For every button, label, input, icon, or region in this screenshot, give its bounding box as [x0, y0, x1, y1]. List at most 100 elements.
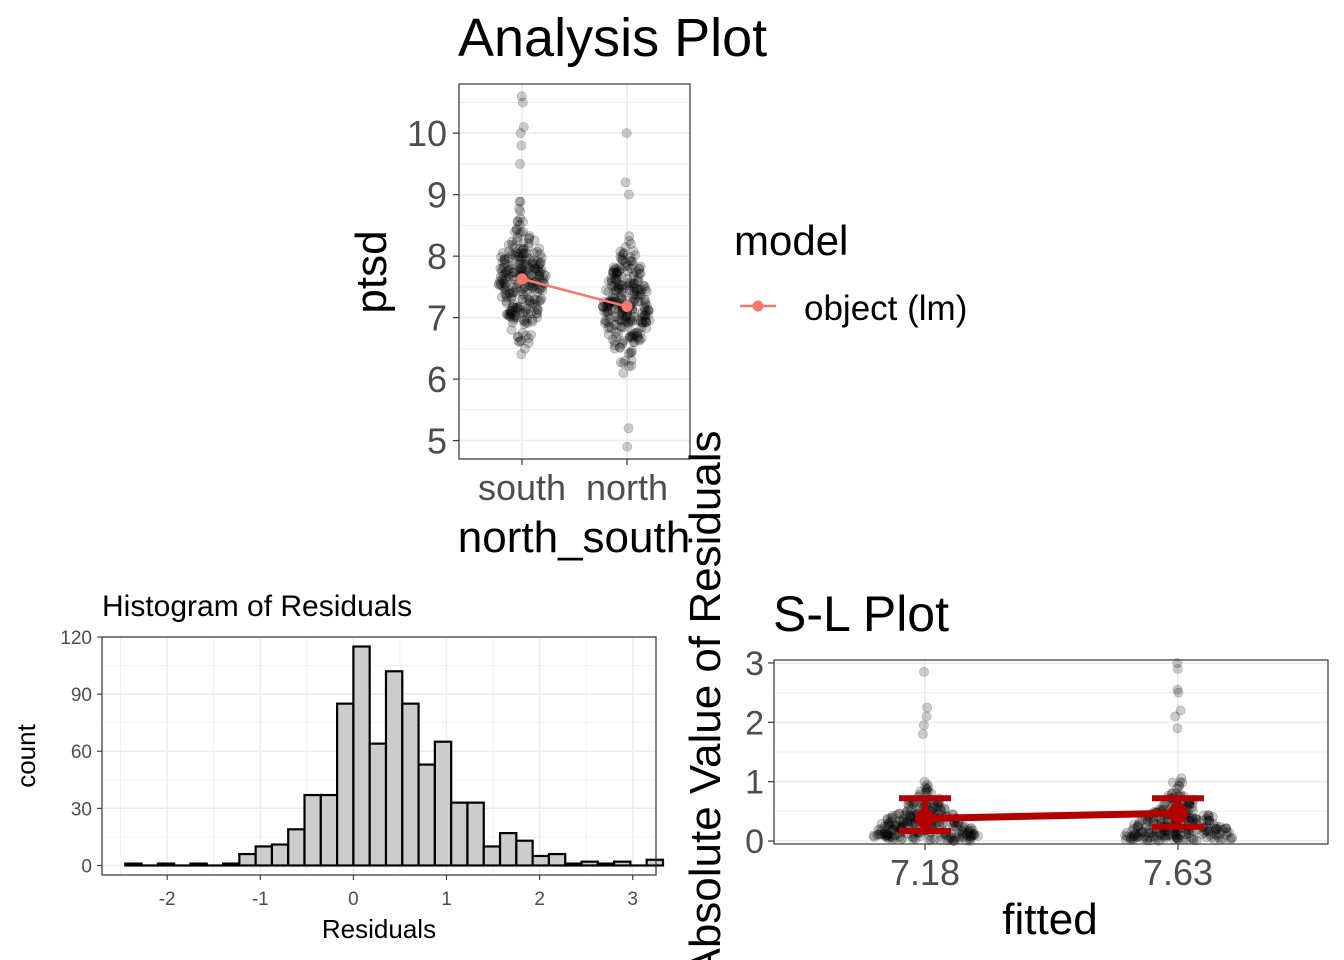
analysis-data-point — [597, 301, 608, 312]
analysis-data-point — [629, 328, 639, 339]
analysis-data-point — [500, 273, 511, 283]
histogram-y-tick-label: 30 — [71, 799, 92, 820]
histogram-x-tick-label: -1 — [252, 889, 269, 910]
analysis-data-point — [530, 258, 541, 269]
analysis-data-point — [624, 316, 635, 327]
analysis-data-point — [523, 338, 534, 348]
analysis-data-point — [620, 242, 631, 253]
histogram-bar — [319, 793, 339, 867]
analysis-data-point — [518, 289, 529, 300]
sl-data-point — [1128, 819, 1139, 830]
analysis-data-point — [497, 247, 508, 258]
analysis-data-point — [608, 262, 619, 273]
analysis-data-point — [634, 263, 645, 274]
analysis-data-point — [617, 316, 628, 327]
analysis-data-point — [495, 271, 506, 282]
analysis-data-point — [633, 334, 644, 345]
sl-data-point — [964, 831, 975, 842]
sl-data-point — [921, 784, 932, 794]
sl-data-point — [1201, 813, 1212, 824]
sl-data-point — [1221, 823, 1232, 833]
analysis-data-point — [509, 226, 520, 237]
analysis-model-series — [516, 273, 633, 313]
sl-data-point — [949, 835, 960, 846]
analysis-data-point — [515, 255, 526, 266]
sl-plot-title: S-L Plot — [773, 586, 949, 642]
analysis-data-point — [598, 302, 609, 313]
analysis-data-point — [513, 332, 523, 342]
sl-data-point — [1129, 831, 1139, 842]
analysis-data-point — [508, 302, 519, 313]
analysis-x-tick-label: north — [586, 467, 668, 508]
histogram-x-tick-label: -2 — [159, 889, 176, 910]
sl-data-point — [922, 783, 932, 794]
sl-data-point — [1215, 822, 1226, 832]
analysis-plot-title: Analysis Plot — [458, 8, 767, 68]
analysis-data-point — [640, 299, 651, 309]
histogram-bar — [238, 852, 257, 867]
analysis-data-point — [626, 315, 637, 326]
analysis-data-point — [634, 289, 645, 300]
analysis-data-point — [617, 280, 628, 291]
analysis-data-point — [506, 249, 517, 259]
sl-data-point — [900, 809, 910, 820]
analysis-data-point — [514, 196, 525, 207]
analysis-y-tick-label: 8 — [427, 236, 447, 277]
analysis-data-point — [636, 333, 647, 344]
sl-data-point — [922, 779, 933, 790]
analysis-data-point — [603, 323, 614, 334]
sl-data-point — [958, 823, 969, 834]
legend-entry-label: object (lm) — [804, 289, 967, 328]
analysis-data-point — [613, 284, 624, 294]
analysis-data-point — [517, 245, 528, 256]
analysis-data-point — [636, 289, 646, 300]
sl-data-point — [965, 823, 975, 834]
sl-data-point — [905, 811, 916, 822]
sl-data-point — [1198, 810, 1209, 821]
histogram-y-tick-label: 0 — [81, 856, 92, 877]
analysis-data-point — [514, 228, 525, 239]
analysis-data-point — [515, 244, 525, 254]
sl-data-point — [1191, 835, 1202, 846]
analysis-data-point — [529, 248, 539, 259]
analysis-data-point — [516, 140, 527, 151]
analysis-data-point — [497, 266, 507, 276]
analysis-data-point — [637, 308, 648, 318]
analysis-data-point — [608, 267, 619, 278]
analysis-data-point — [517, 216, 528, 227]
sl-data-point — [918, 720, 929, 731]
analysis-data-point — [499, 283, 510, 294]
analysis-data-point — [501, 292, 512, 303]
histogram-y-tick-label: 90 — [71, 685, 92, 706]
sl-data-point — [904, 811, 915, 822]
sl-data-point — [967, 825, 978, 836]
sl-data-point — [874, 829, 885, 840]
analysis-data-point — [600, 315, 611, 326]
sl-data-point — [882, 815, 893, 825]
analysis-data-point — [639, 309, 650, 320]
analysis-data-point — [611, 264, 621, 275]
histogram-x-tick-label: 1 — [441, 889, 452, 910]
analysis-data-point — [525, 296, 535, 307]
sl-data-point — [1132, 821, 1143, 832]
sl-data-point — [873, 825, 884, 836]
analysis-data-point — [632, 330, 643, 341]
analysis-data-point — [528, 265, 538, 276]
sl-data-point — [1141, 822, 1152, 833]
histogram-x-tick-label: 2 — [534, 889, 545, 910]
analysis-data-point — [529, 299, 540, 310]
analysis-data-point — [632, 275, 643, 286]
analysis-data-point — [629, 293, 640, 304]
sl-data-point — [1133, 821, 1144, 832]
analysis-data-point — [631, 283, 642, 294]
analysis-data-point — [606, 323, 617, 334]
sl-data-point — [894, 808, 904, 819]
analysis-data-point — [635, 292, 645, 302]
analysis-data-point — [495, 278, 506, 289]
analysis-data-point — [517, 97, 528, 108]
analysis-data-point — [522, 286, 532, 296]
sl-data-point — [935, 835, 946, 846]
analysis-data-point — [609, 319, 620, 330]
analysis-model-line — [521, 277, 628, 308]
sl-data-point — [1204, 815, 1214, 826]
